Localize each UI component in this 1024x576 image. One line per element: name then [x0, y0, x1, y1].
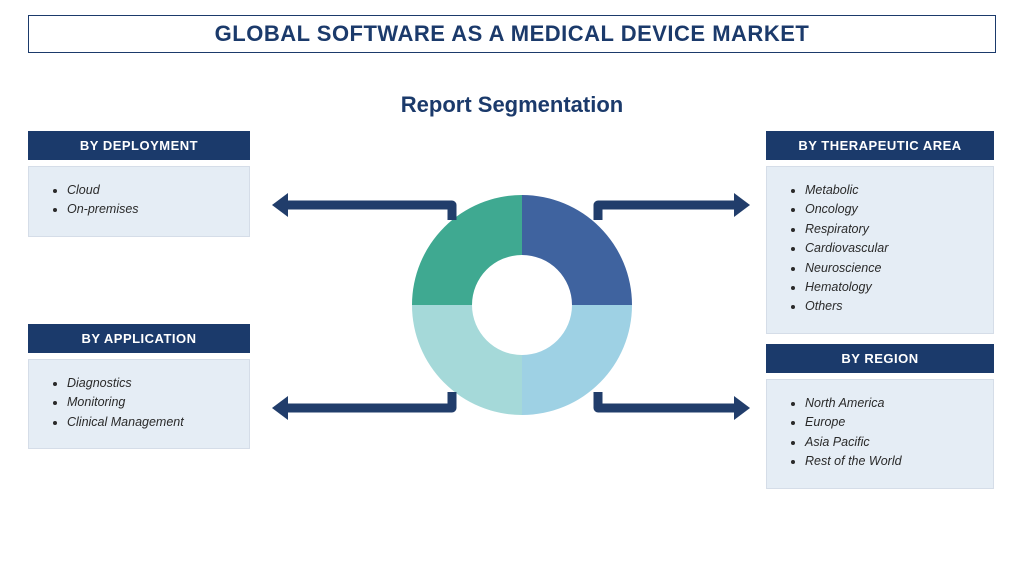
segment-list-application: DiagnosticsMonitoringClinical Management [53, 374, 231, 432]
segment-header-therapeutic: BY THERAPEUTIC AREA [766, 131, 994, 160]
arrowhead-icon [734, 396, 750, 420]
connector-line [598, 392, 734, 408]
arrowhead-icon [734, 193, 750, 217]
segment-region: BY REGION North AmericaEuropeAsia Pacifi… [766, 344, 994, 489]
connector-line [288, 205, 452, 220]
segment-application: BY APPLICATION DiagnosticsMonitoringClin… [28, 324, 250, 449]
segment-item: North America [805, 394, 975, 413]
segment-list-region: North AmericaEuropeAsia PacificRest of t… [791, 394, 975, 472]
segment-item: Monitoring [67, 393, 231, 412]
segment-item: Neuroscience [805, 259, 975, 278]
segment-item: Rest of the World [805, 452, 975, 471]
segment-item: Respiratory [805, 220, 975, 239]
segment-item: Asia Pacific [805, 433, 975, 452]
connector-line [598, 205, 734, 220]
segment-list-therapeutic: MetabolicOncologyRespiratoryCardiovascul… [791, 181, 975, 317]
arrowhead-icon [272, 396, 288, 420]
segment-item: Cloud [67, 181, 231, 200]
segment-header-deployment: BY DEPLOYMENT [28, 131, 250, 160]
segment-header-region: BY REGION [766, 344, 994, 373]
segment-item: Oncology [805, 200, 975, 219]
segment-item: Metabolic [805, 181, 975, 200]
segment-item: Diagnostics [67, 374, 231, 393]
segment-header-application: BY APPLICATION [28, 324, 250, 353]
segment-therapeutic: BY THERAPEUTIC AREA MetabolicOncologyRes… [766, 131, 994, 334]
segment-item: Others [805, 297, 975, 316]
segment-body-therapeutic: MetabolicOncologyRespiratoryCardiovascul… [766, 166, 994, 334]
segment-list-deployment: CloudOn-premises [53, 181, 231, 220]
segment-item: Hematology [805, 278, 975, 297]
segment-item: Cardiovascular [805, 239, 975, 258]
segment-item: Europe [805, 413, 975, 432]
arrowhead-icon [272, 193, 288, 217]
segment-item: Clinical Management [67, 413, 231, 432]
segment-body-region: North AmericaEuropeAsia PacificRest of t… [766, 379, 994, 489]
segment-body-deployment: CloudOn-premises [28, 166, 250, 237]
connector-line [288, 392, 452, 408]
segment-body-application: DiagnosticsMonitoringClinical Management [28, 359, 250, 449]
segment-deployment: BY DEPLOYMENT CloudOn-premises [28, 131, 250, 237]
segment-item: On-premises [67, 200, 231, 219]
